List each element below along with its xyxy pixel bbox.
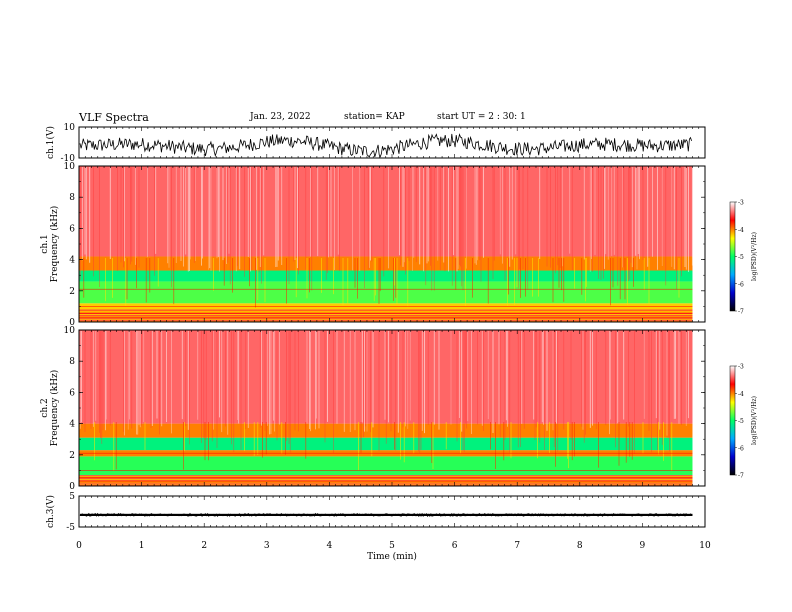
colorbar-tick-label: -3 (738, 200, 744, 207)
spectral-band (79, 482, 693, 484)
spectral-band (79, 482, 693, 484)
spectral-band (79, 315, 693, 317)
x-tick-label: 2 (201, 541, 207, 551)
spectral-band (79, 318, 693, 320)
colorbar-label: log(PSD)(V²/Hz) (751, 232, 758, 281)
waveform-band (80, 513, 693, 516)
spectral-band (79, 423, 693, 438)
spectral-band (79, 479, 693, 481)
y-tick-label: 6 (69, 388, 75, 398)
x-tick-label: 9 (640, 541, 646, 551)
y-tick-label: 10 (64, 123, 76, 133)
y-axis-label: Frequency (kHz) (49, 206, 60, 283)
x-axis-label: Time (min) (367, 551, 417, 562)
ch1-spectrogram-panel: 0 2 4 6 8 10 ch.1 Frequency (kHz) (40, 162, 706, 328)
y-tick-label: 2 (69, 287, 75, 297)
x-tick-label: 7 (514, 541, 520, 551)
spectral-band (79, 478, 693, 481)
spectrogram-texture (78, 167, 693, 318)
station-label: station= KAP (344, 112, 405, 122)
waveform-trace (79, 133, 692, 158)
y-tick-label: 8 (69, 357, 75, 367)
colorbar-tick-label: -5 (738, 418, 744, 425)
spectral-band (79, 311, 693, 313)
colorbar-tick-label: -4 (738, 391, 744, 398)
spectral-band (79, 475, 693, 477)
colorbar-tick-label: -6 (738, 281, 744, 288)
figure-title: VLF Spectra (79, 111, 149, 124)
start-time-label: start UT = 2 : 30: 1 (437, 112, 526, 122)
y-tick-label: 4 (69, 420, 75, 430)
spectral-band (79, 456, 693, 476)
spectral-band (79, 475, 693, 477)
plot-frame (78, 495, 706, 528)
spectral-band (79, 312, 693, 314)
spectral-band (79, 481, 693, 483)
date-label: Jan. 23, 2022 (250, 112, 311, 122)
spectral-band (79, 330, 693, 424)
spectral-band (79, 281, 693, 304)
y-tick-label: 10 (64, 326, 76, 336)
colorbar-tick-label: -5 (738, 254, 744, 261)
spectral-band (79, 437, 693, 451)
ch2-spectrogram-panel: 0 2 4 6 8 10 ch.2 Frequency (kHz) (40, 326, 706, 492)
spectral-band (79, 478, 693, 480)
x-tick-label: 10 (699, 541, 711, 551)
x-tick-label: 3 (264, 541, 270, 551)
spectral-band (79, 310, 693, 312)
y-tick-label: -5 (66, 523, 75, 533)
spectral-band (79, 313, 693, 316)
ch3-waveform-panel: 5 -5 ch.3(V) (45, 492, 706, 533)
colorbar-tick-label: -6 (738, 445, 744, 452)
x-tick-label: 1 (139, 541, 145, 551)
spectral-band (79, 309, 693, 311)
x-tick-label: 4 (327, 541, 333, 551)
colorbar-tick-label: -4 (738, 227, 744, 234)
y-tick-label: -10 (61, 154, 76, 164)
y-axis-label: Frequency (kHz) (49, 370, 60, 447)
y-tick-label: 4 (69, 256, 75, 266)
y-tick-label: 0 (69, 318, 75, 328)
spectral-band (79, 477, 693, 479)
y-tick-label: 10 (64, 162, 76, 172)
colorbar: -3 -4 -5 -6 -7 log(PSD)(V²/Hz) (729, 364, 758, 480)
x-tick-label: 6 (452, 541, 458, 551)
x-tick-label: 5 (389, 541, 395, 551)
colorbar-tick-label: -3 (738, 364, 744, 371)
x-tick-label: 0 (76, 541, 82, 551)
y-tick-label: 6 (69, 224, 75, 234)
y-tick-label: 8 (69, 193, 75, 203)
colorbar-label: log(PSD)(V²/Hz) (751, 396, 758, 445)
colorbar-tick-label: -7 (738, 473, 744, 480)
spectral-band (79, 270, 693, 282)
spectral-band (79, 317, 693, 319)
y-tick-label: 2 (69, 451, 75, 461)
colorbar-tick-label: -7 (738, 309, 744, 316)
spectral-band (79, 256, 693, 271)
spectral-band (79, 166, 693, 257)
colorbar: -3 -4 -5 -6 -7 log(PSD)(V²/Hz) (729, 200, 758, 316)
spectral-band (79, 319, 693, 321)
spectrogram-texture (79, 331, 693, 482)
y-tick-label: 5 (69, 492, 75, 502)
y-axis-label: ch.2 (40, 398, 50, 417)
y-axis-label: ch.1(V) (45, 126, 56, 159)
ch1-waveform-panel: 10 -10 ch.1(V) (45, 123, 706, 164)
y-axis-label: ch.1 (40, 234, 50, 253)
x-tick-label: 8 (577, 541, 583, 551)
y-axis-label: ch.3(V) (45, 495, 56, 528)
y-tick-label: 0 (69, 482, 75, 492)
spectral-band (79, 314, 693, 317)
